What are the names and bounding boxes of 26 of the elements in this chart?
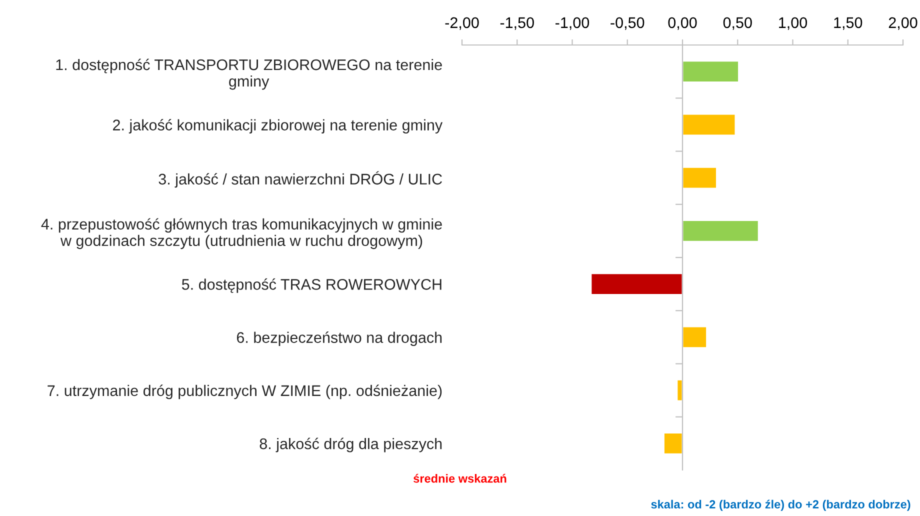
text: średnie wskazań <box>414 474 506 483</box>
y-tick-label: 6. bezpieczeństwo na drogach <box>236 332 442 346</box>
bar <box>682 60 740 83</box>
x-tick-label: 0,50 <box>723 17 752 30</box>
y-tick-label: 5. dostępność TRAS ROWEROWYCH <box>182 278 442 293</box>
x-tick-label: -1,00 <box>556 17 590 30</box>
bar <box>682 166 718 190</box>
x-tick-label: -2,00 <box>445 17 479 30</box>
x-tick-label: 1,00 <box>779 17 808 30</box>
y-tick-label: 2. jakość komunikacji zbiorowej na terenie gminy <box>113 119 443 134</box>
y-tick-label: 8. jakość dróg dla pieszych <box>260 438 442 452</box>
bar <box>663 432 684 455</box>
x-tick-label: -0,50 <box>610 17 644 30</box>
x-tick-label: 0,00 <box>668 17 697 30</box>
y-tick-label: 7. utrzymanie dróg publicznych W ZIMIE (np. odśnieżanie) <box>48 384 442 400</box>
bar <box>590 272 684 296</box>
y-tick-label: 4. przepustowość głównych tras komunikacyjnych w gminie w godzinach szczytu (utrudnienia w ruchu drogowym) <box>41 218 442 250</box>
x-tick-label: 2,00 <box>888 17 918 30</box>
text: skala: od -2 (bardzo źle) do +2 (bardzo dobrze) <box>651 500 910 511</box>
x-tick-label: -1,50 <box>500 17 534 30</box>
y-tick-label: 3. jakość / stan nawierzchni DRÓG / ULIC <box>158 171 442 188</box>
y-tick-label: 1. dostępność TRANSPORTU ZBIOROWEGO na terenie gminy <box>56 58 442 90</box>
bar <box>682 220 760 242</box>
x-tick-label: 1,50 <box>834 17 862 30</box>
bar <box>682 113 736 136</box>
bar <box>682 326 708 349</box>
